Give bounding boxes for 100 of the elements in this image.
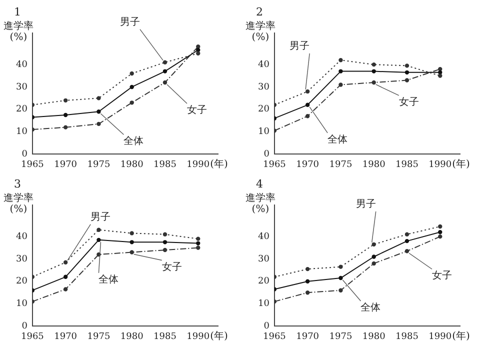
- y-tick-label: 40: [258, 232, 270, 242]
- x-tick-label: 1990: [428, 332, 452, 342]
- x-axis-title: (年): [452, 158, 470, 170]
- x-tick-label: 1985: [154, 160, 177, 170]
- point: [274, 128, 277, 133]
- x-tick-label: 1965: [263, 160, 286, 170]
- x-tick-label: 1985: [396, 332, 419, 342]
- x-tick-label: 1965: [21, 160, 44, 170]
- y-tick-label: 40: [16, 60, 28, 70]
- y-tick-label: 30: [258, 254, 270, 264]
- point: [196, 51, 200, 56]
- point: [196, 236, 200, 241]
- chart-title: 1: [14, 5, 21, 18]
- point: [338, 288, 343, 292]
- y-tick-label: 30: [16, 82, 28, 92]
- x-tick-label: 1965: [21, 332, 44, 342]
- point: [63, 98, 68, 103]
- y-axis-title: 進学率 (%): [3, 192, 34, 216]
- point: [305, 102, 310, 108]
- x-tick-label: 1985: [154, 332, 177, 342]
- point: [438, 66, 442, 72]
- x-tick-label: 1980: [362, 332, 386, 342]
- point: [130, 231, 134, 236]
- point: [162, 232, 168, 236]
- x-tick-label: 1990: [186, 332, 210, 342]
- point: [162, 248, 168, 252]
- chart-title: 4: [256, 177, 263, 190]
- point: [274, 116, 277, 120]
- y-tick-label: 40: [16, 232, 28, 242]
- point: [130, 71, 134, 76]
- point: [404, 249, 410, 254]
- y-tick-label: 20: [258, 276, 270, 287]
- point: [338, 69, 343, 74]
- y-tick-label: 20: [16, 104, 28, 115]
- point: [196, 241, 200, 246]
- x-tick-label: 1975: [329, 332, 352, 342]
- point: [372, 261, 376, 266]
- y-axis-title: 進学率 (%): [245, 20, 276, 44]
- point: [63, 260, 68, 264]
- x-axis-title: (年): [210, 158, 228, 170]
- point: [63, 112, 68, 118]
- point: [63, 274, 68, 280]
- y-tick-label: 40: [258, 60, 270, 70]
- series-label: 女子: [162, 260, 182, 273]
- y-tick-label: 10: [258, 127, 270, 138]
- point: [372, 254, 376, 259]
- point: [162, 60, 168, 64]
- point: [130, 250, 134, 254]
- y-tick-label: 20: [258, 104, 270, 115]
- y-tick-label: 20: [16, 276, 28, 287]
- point: [404, 232, 410, 236]
- point: [305, 114, 310, 118]
- point: [338, 276, 343, 280]
- text: 全体: [360, 302, 381, 314]
- chart-title: 2: [256, 5, 263, 18]
- y-tick-label: 0: [22, 150, 28, 160]
- point: [162, 69, 168, 74]
- point: [372, 69, 376, 74]
- point: [162, 80, 168, 85]
- point: [338, 82, 343, 87]
- x-tick-label: 1970: [54, 160, 78, 170]
- text: 女子: [432, 270, 452, 282]
- x-tick-label: 1980: [362, 160, 386, 170]
- point: [372, 242, 376, 247]
- x-tick-label: 1970: [54, 332, 78, 342]
- point: [96, 228, 101, 232]
- point: [372, 80, 376, 85]
- y-tick-label: 30: [258, 82, 270, 92]
- y-tick-label: 10: [258, 299, 270, 310]
- y-tick-label: 10: [16, 127, 28, 138]
- x-tick-label: 1975: [87, 332, 110, 342]
- point: [63, 125, 68, 130]
- point: [305, 290, 310, 295]
- point: [305, 266, 310, 272]
- point: [96, 238, 101, 242]
- text: 男子: [290, 41, 310, 52]
- text: 全体: [98, 274, 119, 286]
- point: [196, 48, 200, 52]
- point: [96, 110, 101, 114]
- x-tick-label: 1975: [329, 160, 352, 170]
- point: [404, 238, 410, 244]
- x-tick-label: 1980: [120, 160, 144, 170]
- text: 女子: [186, 104, 207, 116]
- x-tick-label: 1990: [428, 160, 452, 170]
- text: 男子: [356, 199, 376, 210]
- point: [438, 234, 442, 239]
- x-tick-label: 1970: [296, 332, 320, 342]
- point: [404, 78, 410, 82]
- y-axis-title: 進学率 (%): [245, 192, 276, 216]
- x-tick-label: 1985: [396, 160, 419, 170]
- y-axis-title: 進学率 (%): [3, 20, 34, 44]
- point: [130, 100, 134, 105]
- point: [305, 279, 310, 284]
- point: [196, 44, 200, 49]
- point: [438, 230, 442, 234]
- y-tick-label: 0: [264, 322, 270, 332]
- point: [130, 240, 134, 244]
- y-tick-label: 0: [264, 150, 270, 160]
- x-tick-label: 1975: [87, 160, 110, 170]
- point: [404, 64, 410, 68]
